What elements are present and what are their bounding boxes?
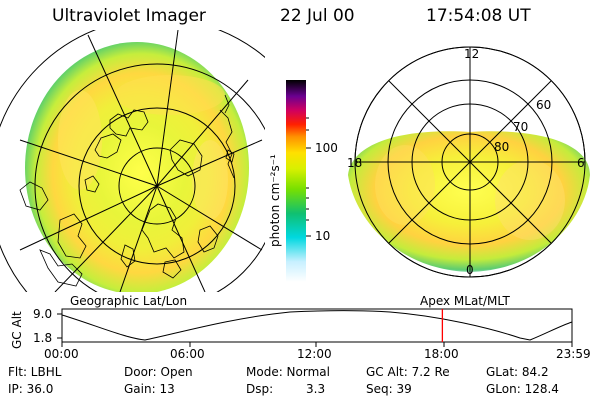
xtick-1800: 18:00: [424, 347, 459, 361]
altitude-curve: [61, 310, 573, 341]
xtick-0600: 06:00: [170, 347, 205, 361]
apex-polar-plot: [348, 46, 590, 278]
glat-info: GLat: 84.2: [486, 365, 549, 379]
dsp-info: Dsp:: [246, 382, 274, 396]
auroral-oval-apex: [348, 131, 590, 272]
instrument-title: Ultraviolet Imager: [52, 6, 206, 26]
mlt-label-12: 12: [464, 47, 480, 61]
altitude-ytick-min: 1.8: [33, 331, 53, 345]
xtick-2359: 23:59: [556, 347, 591, 361]
mlat-label-60: 60: [536, 98, 552, 112]
colorbar: [286, 80, 306, 282]
mlt-label-6: 6: [577, 156, 585, 170]
seq-info: Seq: 39: [366, 382, 412, 396]
dsp-value: 3.3: [306, 382, 326, 396]
mlat-label-70: 70: [513, 120, 529, 134]
colorbar-unit-label: photon cm⁻²s⁻¹: [268, 154, 282, 247]
colorbar-tick-10: 10: [315, 229, 331, 243]
geographic-label: Geographic Lat/Lon: [70, 294, 188, 308]
mlt-label-0: 0: [466, 263, 474, 277]
colorbar-tick-100: 100: [315, 141, 338, 155]
mode-info: Mode: Normal: [246, 365, 330, 379]
altitude-plot: [57, 308, 573, 347]
gc-alt-info: GC Alt: 7.2 Re: [366, 365, 450, 379]
mlt-label-18: 18: [347, 156, 363, 170]
xtick-0000: 00:00: [44, 347, 79, 361]
mlat-label-80: 80: [494, 140, 510, 154]
filter-info: Flt: LBHL: [8, 365, 62, 379]
geographic-image: [0, 30, 265, 292]
time-label: 17:54:08 UT: [426, 6, 531, 26]
door-info: Door: Open: [124, 365, 193, 379]
glon-info: GLon: 128.4: [486, 382, 559, 396]
gain-info: Gain: 13: [124, 382, 175, 396]
date-label: 22 Jul 00: [280, 6, 355, 26]
xtick-1200: 12:00: [297, 347, 332, 361]
apex-label: Apex MLat/MLT: [420, 294, 510, 308]
altitude-ylabel: GC Alt: [10, 311, 24, 349]
altitude-ytick-max: 9.0: [33, 307, 53, 321]
ip-info: IP: 36.0: [8, 382, 54, 396]
